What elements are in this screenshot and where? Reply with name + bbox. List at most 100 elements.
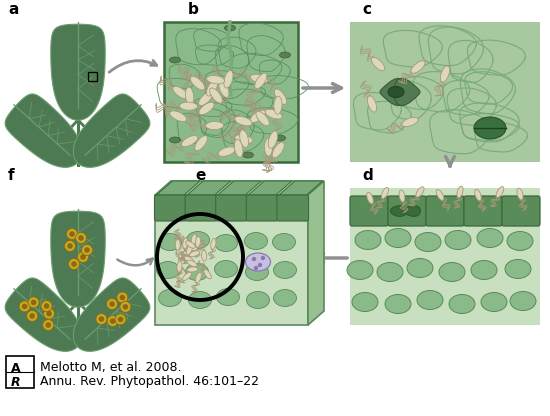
Polygon shape — [399, 190, 405, 202]
Polygon shape — [210, 88, 222, 103]
Polygon shape — [436, 190, 444, 201]
Circle shape — [19, 301, 30, 312]
Ellipse shape — [214, 235, 238, 252]
Bar — [88, 72, 97, 81]
Polygon shape — [390, 206, 406, 216]
Ellipse shape — [224, 25, 235, 31]
Polygon shape — [206, 80, 218, 96]
Circle shape — [69, 258, 80, 270]
Ellipse shape — [471, 260, 497, 280]
Text: R: R — [11, 376, 21, 389]
Ellipse shape — [245, 263, 268, 280]
Polygon shape — [175, 239, 180, 250]
Polygon shape — [170, 111, 186, 121]
Polygon shape — [411, 61, 425, 73]
Polygon shape — [475, 189, 481, 201]
Ellipse shape — [169, 137, 180, 143]
Ellipse shape — [279, 52, 290, 58]
Ellipse shape — [347, 260, 373, 280]
Circle shape — [22, 304, 28, 309]
Polygon shape — [5, 94, 82, 167]
FancyBboxPatch shape — [216, 195, 248, 221]
Circle shape — [115, 314, 126, 325]
Polygon shape — [195, 272, 201, 283]
Circle shape — [252, 257, 256, 261]
Polygon shape — [380, 79, 406, 106]
Polygon shape — [190, 76, 205, 90]
FancyBboxPatch shape — [6, 356, 34, 388]
Circle shape — [98, 316, 104, 322]
Ellipse shape — [474, 117, 506, 139]
Circle shape — [67, 243, 73, 249]
Polygon shape — [195, 236, 201, 248]
Polygon shape — [182, 136, 198, 146]
Polygon shape — [279, 181, 322, 195]
Circle shape — [46, 322, 51, 328]
Circle shape — [64, 240, 75, 252]
Text: c: c — [362, 2, 371, 17]
Ellipse shape — [477, 228, 503, 248]
Polygon shape — [240, 130, 249, 148]
Circle shape — [258, 263, 262, 267]
Ellipse shape — [273, 290, 296, 307]
Polygon shape — [218, 181, 261, 195]
Ellipse shape — [217, 289, 239, 305]
Polygon shape — [404, 206, 420, 216]
Circle shape — [43, 319, 54, 330]
FancyBboxPatch shape — [350, 22, 540, 162]
Polygon shape — [367, 192, 373, 204]
Circle shape — [118, 317, 123, 322]
Ellipse shape — [355, 230, 381, 250]
Polygon shape — [206, 121, 224, 130]
Polygon shape — [186, 241, 195, 248]
Polygon shape — [155, 181, 324, 195]
Polygon shape — [248, 181, 292, 195]
Circle shape — [28, 297, 39, 308]
Ellipse shape — [439, 262, 465, 282]
Polygon shape — [268, 131, 278, 149]
Ellipse shape — [385, 228, 411, 248]
Polygon shape — [199, 92, 213, 106]
Circle shape — [80, 254, 86, 260]
FancyBboxPatch shape — [388, 196, 426, 226]
Ellipse shape — [245, 233, 267, 250]
Circle shape — [81, 245, 92, 255]
Polygon shape — [51, 24, 105, 120]
Polygon shape — [272, 142, 284, 158]
Text: b: b — [188, 2, 199, 17]
Circle shape — [41, 300, 52, 312]
Polygon shape — [187, 181, 230, 195]
Polygon shape — [371, 57, 384, 71]
Ellipse shape — [189, 292, 212, 309]
Ellipse shape — [510, 292, 536, 310]
Ellipse shape — [157, 262, 179, 278]
FancyBboxPatch shape — [155, 195, 186, 221]
Polygon shape — [5, 278, 82, 352]
Polygon shape — [402, 117, 418, 126]
Polygon shape — [73, 278, 150, 352]
Ellipse shape — [246, 292, 270, 309]
FancyBboxPatch shape — [464, 196, 502, 226]
Polygon shape — [256, 111, 270, 126]
Polygon shape — [219, 81, 229, 97]
Text: A: A — [11, 362, 21, 374]
Polygon shape — [250, 74, 268, 83]
Circle shape — [69, 231, 75, 237]
Circle shape — [44, 303, 50, 309]
Ellipse shape — [272, 233, 295, 250]
Polygon shape — [173, 87, 188, 99]
Text: Annu. Rev. Phytopathol. 46:101–22: Annu. Rev. Phytopathol. 46:101–22 — [40, 376, 259, 389]
Circle shape — [261, 256, 265, 260]
Polygon shape — [265, 138, 273, 156]
Ellipse shape — [415, 233, 441, 252]
Ellipse shape — [377, 262, 403, 282]
Polygon shape — [73, 94, 150, 167]
Polygon shape — [207, 75, 224, 84]
Ellipse shape — [445, 230, 471, 250]
Text: Melotto M, et al. 2008.: Melotto M, et al. 2008. — [40, 362, 182, 374]
Circle shape — [119, 295, 125, 300]
Circle shape — [78, 235, 84, 241]
FancyBboxPatch shape — [350, 196, 388, 226]
FancyBboxPatch shape — [502, 196, 540, 226]
Polygon shape — [204, 270, 211, 279]
